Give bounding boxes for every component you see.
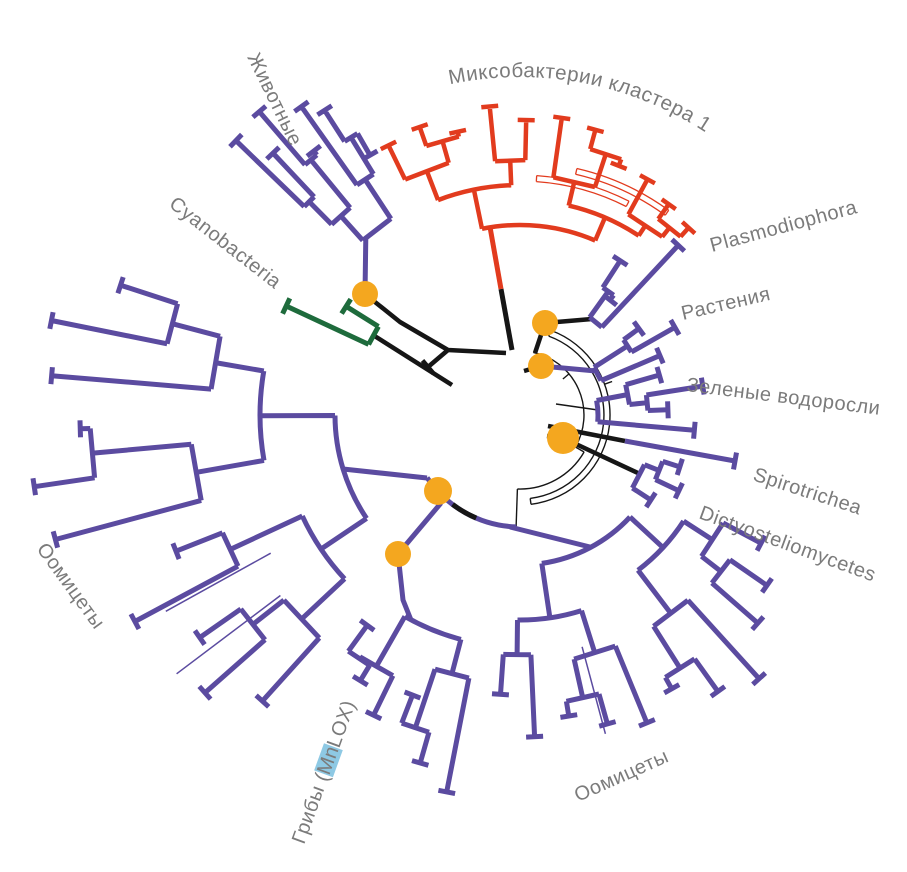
clade-rasteniya: [591, 318, 682, 383]
label-cyanobacteria: Cyanobacteria: [165, 193, 286, 294]
label-group-plasmodiophora: Plasmodiophora: [708, 196, 860, 257]
myxobacteria-hollow-branch: [576, 167, 670, 211]
clade-plasmodiophora: [587, 237, 687, 330]
myxobacteria-hollow-branch: [575, 173, 666, 216]
clade-zelenye-vodorosli: [594, 366, 707, 439]
label-group-zelenye-vodorosli: Зеленые водоросли: [685, 374, 881, 420]
label-group-griby-mnlox: Грибы (MnLOX): [288, 697, 360, 846]
label-griby-mnlox: Грибы (MnLOX): [288, 697, 360, 846]
label-plasmodiophora: Plasmodiophora: [708, 196, 860, 257]
support-node-marker: [528, 353, 554, 379]
support-node-marker: [547, 422, 579, 454]
hairline-branch: [581, 646, 607, 734]
support-node-marker: [352, 281, 378, 307]
backbone-arc: [517, 451, 585, 490]
myxobacteria-hollow-branch: [536, 174, 630, 202]
stem-branch: [509, 524, 591, 550]
clade-oomitsety-left: [30, 276, 369, 709]
myxobacteria-hollow-branch: [536, 180, 627, 208]
label-group-oomitsety-left: Оомицеты: [32, 539, 109, 634]
backbone-tick: [515, 488, 519, 527]
label-group-spirotrichea: Spirotrichea: [750, 464, 864, 520]
label-oomitsety-right: Оомицеты: [571, 745, 672, 806]
support-node-marker: [424, 477, 452, 505]
label-myxobacteria: Миксобактерии кластера 1: [446, 59, 715, 137]
myxobacteria-hollow-tick: [574, 168, 578, 175]
label-zhivotnye: Животные: [243, 50, 307, 150]
label-group-oomitsety-right: Оомицеты: [571, 745, 672, 806]
label-group-rasteniya: Растения: [679, 283, 773, 325]
clade-myxobacteria: [379, 103, 697, 243]
stem-branch: [555, 403, 599, 411]
stem-branch: [342, 466, 428, 481]
clade-griby: [346, 614, 472, 797]
myxobacteria-hollow-tick: [625, 200, 630, 207]
label-zelenye-vodorosli: Зеленые водоросли: [685, 374, 881, 420]
label-oomitsety-left: Оомицеты: [32, 539, 109, 634]
bottom-arc-black-segment: [451, 502, 478, 521]
label-group-cyanobacteria: Cyanobacteria: [165, 193, 286, 294]
clade-dictyosteliomycetes: [630, 458, 685, 509]
label-group-zhivotnye: Животные: [243, 50, 307, 150]
hairline-branch: [165, 552, 272, 612]
hairline-branch: [176, 594, 281, 675]
stem-branch: [487, 226, 504, 290]
backbone-tick: [575, 446, 585, 453]
stem-branch: [395, 501, 443, 621]
stem-branch: [363, 292, 507, 356]
clade-cyanobacteria: [280, 297, 381, 347]
label-spirotrichea: Spirotrichea: [750, 464, 864, 520]
stem-branch: [624, 438, 739, 470]
stem-branch: [371, 333, 454, 387]
stem-branch: [498, 288, 515, 351]
label-rasteniya: Растения: [679, 283, 773, 325]
myxobacteria-hollow-tick: [664, 209, 670, 216]
support-nodes: [352, 281, 579, 567]
mnlox-highlight: [314, 743, 343, 778]
support-node-marker: [532, 310, 558, 336]
backbone-tick: [562, 373, 570, 380]
backbone-tick: [529, 498, 532, 505]
clade-zhivotnye: [228, 99, 393, 295]
clade-oomitsety-right: [491, 515, 774, 740]
support-node-marker: [385, 541, 411, 567]
backbone-tick: [604, 380, 613, 385]
